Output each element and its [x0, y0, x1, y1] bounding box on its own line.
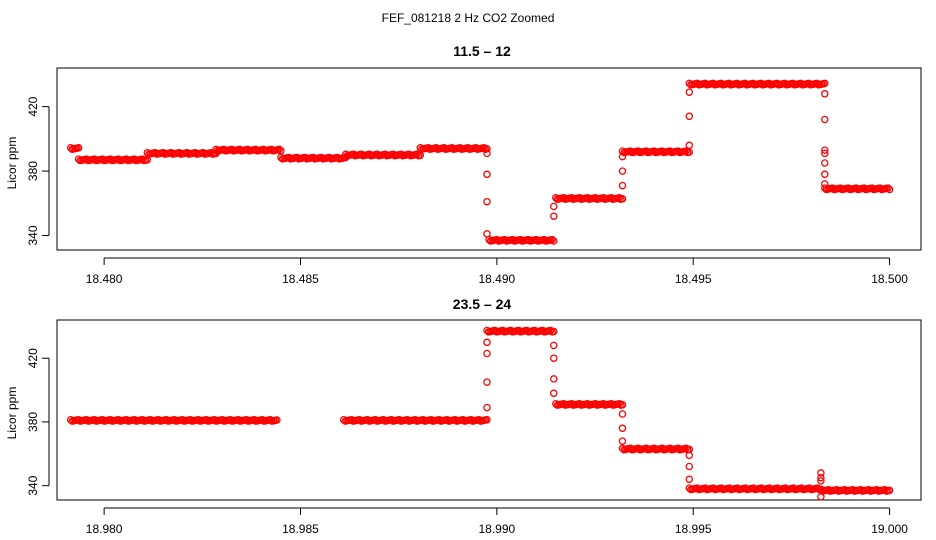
panel-top-x-tick-label: 18.500 — [871, 272, 908, 286]
panel-bottom-data-point — [550, 354, 558, 362]
panel-top-points — [66, 79, 894, 245]
panel-bottom-y-tick-label: 380 — [26, 412, 40, 432]
panel-bottom-y-tick-label: 420 — [26, 348, 40, 368]
panel-bottom-plot-frame — [56, 319, 922, 501]
panel-bottom-y-tick-label: 340 — [26, 475, 40, 495]
panel-bottom-data-point — [483, 349, 491, 358]
panel-bottom-x-tick-label: 18.995 — [675, 522, 712, 536]
figure-title: FEF_081218 2 Hz CO2 Zoomed — [382, 11, 555, 25]
panel-top-data-point — [821, 115, 829, 124]
panel-bottom-data-point — [885, 486, 894, 495]
panel-bottom-data-point — [615, 399, 624, 408]
panel-bottom: 23.5 – 24 Licor ppm 18.980 18.985 18.990 18… — [5, 296, 922, 536]
panel-top-data-point — [483, 197, 491, 206]
panel-top-data-point — [821, 149, 829, 158]
panel-bottom-data-point — [550, 375, 558, 383]
panel-top-data-point — [413, 150, 421, 159]
panel-top-data-point — [884, 184, 892, 192]
panel-bottom-ylabel: Licor ppm — [5, 387, 19, 440]
panel-top-x-tick-label: 18.495 — [675, 272, 712, 286]
panel-top: 11.5 – 12 Licor ppm 18.480 18.485 18.490 18… — [5, 43, 922, 286]
panel-bottom-data-point — [817, 473, 825, 482]
panel-bottom-data-point — [618, 410, 627, 418]
panel-bottom-data-point — [817, 477, 825, 485]
panel-top-plot-frame — [56, 67, 922, 251]
panel-top-data-point — [615, 194, 624, 202]
panel-bottom-data-point — [483, 415, 491, 424]
panel-top-title: 11.5 – 12 — [453, 43, 511, 59]
panel-bottom-x-tick-label: 18.985 — [282, 522, 319, 536]
panel-bottom-data-point — [881, 485, 889, 494]
panel-top-y-tick-label: 420 — [26, 96, 40, 116]
panel-top-data-point — [821, 180, 829, 188]
panel-bottom-data-point — [685, 451, 694, 460]
panel-top-data-point — [685, 141, 694, 150]
panel-top-data-point — [550, 212, 558, 220]
panel-bottom-x-tick-label: 18.980 — [86, 522, 123, 536]
panel-bottom-data-point — [550, 341, 558, 350]
panel-bottom-data-point — [618, 401, 627, 409]
panel-bottom-points — [66, 326, 894, 501]
panel-top-data-point — [550, 202, 558, 211]
panel-top-data-point — [74, 144, 83, 152]
panel-bottom-data-point — [550, 327, 558, 336]
panel-bottom-data-point — [483, 378, 491, 386]
panel-bottom-data-point — [483, 338, 491, 347]
panel-top-data-point — [682, 147, 690, 155]
panel-top-data-point — [618, 152, 627, 161]
panel-top-data-point — [821, 170, 829, 179]
panel-bottom-data-point — [550, 389, 558, 398]
panel-top-y-tick-label: 340 — [26, 225, 40, 245]
panel-top-data-point — [821, 146, 829, 154]
panel-bottom-data-point — [817, 493, 825, 501]
panel-top-x-tick-label: 18.480 — [86, 272, 123, 286]
panel-top-data-point — [483, 145, 491, 153]
panel-top-data-point — [618, 167, 627, 175]
panel-bottom-data-point — [682, 444, 690, 453]
panel-top-data-point — [885, 185, 894, 194]
panel-top-data-point — [685, 88, 694, 96]
panel-top-data-point — [275, 145, 284, 154]
panel-bottom-axes: 18.980 18.985 18.990 18.995 19.000 340 380 420 — [26, 319, 922, 536]
panel-bottom-data-point — [685, 475, 694, 484]
panel-top-x-tick-label: 18.485 — [282, 272, 319, 286]
panel-top-data-point — [483, 149, 491, 158]
panel-top-data-point — [548, 235, 556, 244]
panel-top-data-point — [618, 181, 627, 190]
panel-top-data-point — [483, 230, 491, 238]
panel-bottom-data-point — [618, 437, 627, 445]
panel-top-x-tick-label: 18.490 — [479, 272, 516, 286]
panel-bottom-data-point — [483, 403, 491, 412]
panel-bottom-data-point — [273, 416, 281, 424]
panel-top-data-point — [821, 159, 829, 167]
panel-bottom-title: 23.5 – 24 — [453, 296, 512, 312]
panel-top-axes: 18.480 18.485 18.490 18.495 18.500 340 380 420 — [26, 67, 922, 286]
panel-top-y-tick-label: 380 — [26, 161, 40, 181]
panel-top-data-point — [821, 79, 829, 88]
panel-bottom-x-tick-label: 19.000 — [871, 522, 908, 536]
panel-top-data-point — [685, 112, 694, 121]
panel-top-data-point — [138, 155, 147, 163]
panel-bottom-data-point — [618, 424, 627, 433]
panel-top-data-point — [550, 237, 558, 245]
panel-top-ylabel: Licor ppm — [5, 137, 19, 190]
panel-bottom-x-tick-label: 18.990 — [479, 522, 516, 536]
panel-bottom-data-point — [685, 462, 694, 471]
panel-top-data-point — [821, 90, 829, 98]
panel-top-data-point — [618, 195, 627, 203]
panel-bottom-data-point — [546, 326, 555, 335]
panel-bottom-data-point — [817, 469, 825, 477]
panel-top-data-point — [483, 170, 491, 179]
